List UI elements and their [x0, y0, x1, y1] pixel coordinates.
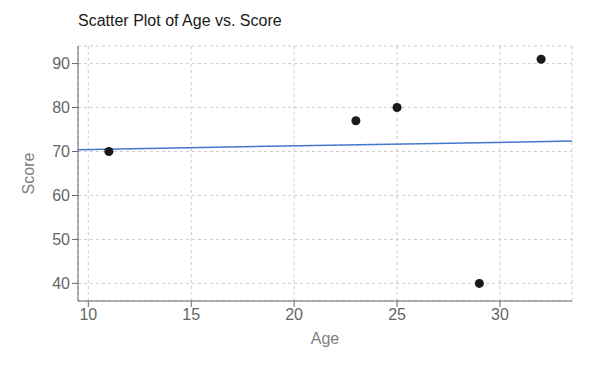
svg-text:70: 70	[52, 143, 70, 160]
svg-text:30: 30	[491, 306, 509, 323]
svg-text:50: 50	[52, 231, 70, 248]
svg-text:80: 80	[52, 99, 70, 116]
svg-text:15: 15	[182, 306, 200, 323]
svg-text:25: 25	[388, 306, 406, 323]
svg-text:60: 60	[52, 187, 70, 204]
svg-text:90: 90	[52, 55, 70, 72]
svg-text:Age: Age	[311, 330, 340, 347]
svg-text:Score: Score	[20, 153, 37, 195]
svg-text:10: 10	[79, 306, 97, 323]
svg-text:40: 40	[52, 275, 70, 292]
html-text:Scatter Plot of Age vs. Score: Scatter Plot of Age vs. Score	[78, 12, 282, 29]
svg-text:20: 20	[285, 306, 303, 323]
